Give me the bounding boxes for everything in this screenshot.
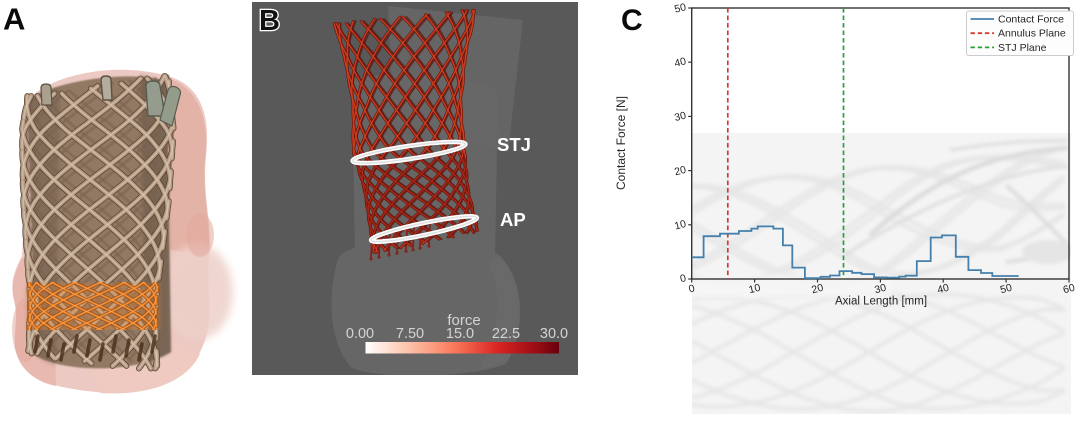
svg-text:0: 0: [687, 282, 696, 295]
svg-text:30.0: 30.0: [540, 326, 568, 342]
svg-text:40: 40: [673, 55, 687, 70]
svg-text:50: 50: [999, 282, 1013, 297]
svg-text:7.50: 7.50: [396, 326, 424, 342]
svg-text:40: 40: [936, 282, 950, 297]
svg-text:Contact Force [N]: Contact Force [N]: [614, 96, 628, 190]
svg-text:0.00: 0.00: [346, 326, 374, 342]
svg-text:22.5: 22.5: [492, 326, 520, 342]
svg-text:10: 10: [747, 282, 761, 297]
svg-text:STJ: STJ: [497, 134, 531, 155]
svg-text:force: force: [447, 312, 480, 329]
svg-text:20: 20: [673, 164, 687, 179]
svg-text:Annulus Plane: Annulus Plane: [998, 28, 1066, 40]
svg-text:A: A: [3, 2, 25, 37]
svg-text:30: 30: [673, 110, 687, 125]
svg-text:B: B: [259, 5, 280, 37]
svg-text:STJ Plane: STJ Plane: [998, 42, 1047, 54]
svg-text:15.0: 15.0: [446, 326, 474, 342]
svg-text:10: 10: [673, 218, 687, 233]
svg-text:Contact Force: Contact Force: [998, 14, 1064, 26]
svg-text:AP: AP: [500, 209, 526, 230]
svg-text:60: 60: [1062, 282, 1076, 297]
svg-text:0: 0: [679, 272, 688, 285]
svg-text:50: 50: [673, 1, 687, 16]
svg-text:30: 30: [873, 282, 887, 297]
svg-text:Axial Length [mm]: Axial Length [mm]: [835, 296, 927, 308]
svg-text:C: C: [621, 4, 643, 37]
svg-text:20: 20: [810, 282, 824, 297]
